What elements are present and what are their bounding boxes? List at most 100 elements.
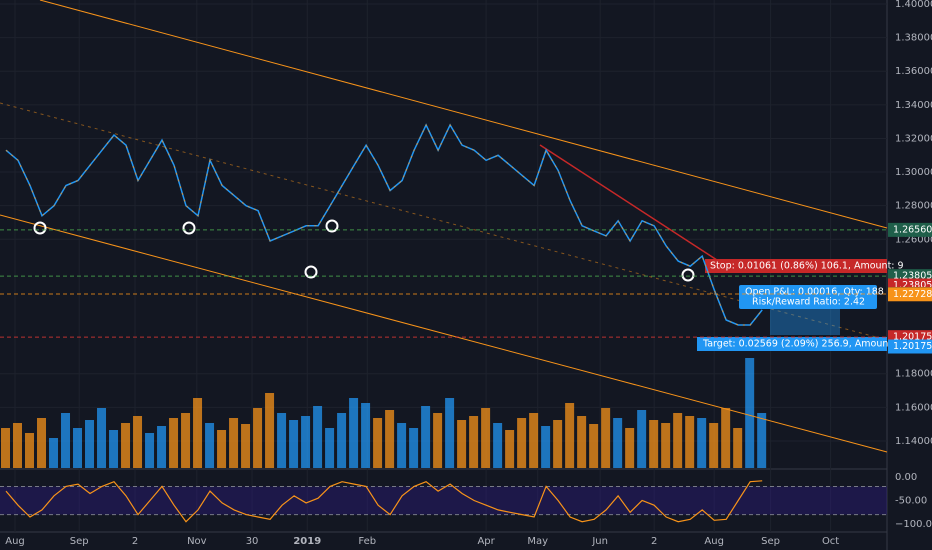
swing-markers: [33, 219, 695, 282]
volume-bar: [289, 420, 299, 468]
volume-bar: [49, 438, 59, 468]
x-tick-label: May: [527, 536, 548, 547]
pnl-label: Open P&L: 0.00016, Qty: 188: [745, 287, 884, 298]
price-label-box: [888, 222, 932, 237]
y-tick-label: 1.18000: [895, 369, 932, 380]
volume-bar: [457, 420, 467, 468]
volume-bar: [193, 398, 203, 468]
x-tick-label: Oct: [822, 536, 839, 547]
marker: [182, 221, 196, 235]
x-tick-label: Aug: [704, 536, 724, 547]
volume-bar: [721, 408, 731, 468]
volume-bar: [649, 420, 659, 468]
x-tick-label: Jun: [591, 536, 608, 547]
volume-bar: [709, 423, 719, 468]
y-tick-label: 1.36000: [895, 66, 932, 77]
volume-bar: [637, 410, 647, 468]
volume-bar: [133, 416, 143, 468]
volume-bar: [373, 418, 383, 468]
y-tick-label: 1.14000: [895, 436, 932, 447]
oscillator-tick-label: −100.00: [895, 519, 932, 530]
volume-bar: [385, 410, 395, 468]
volume-bar: [1, 428, 10, 468]
volume-bar: [241, 424, 251, 468]
volume-bar: [697, 418, 707, 468]
oscillator-tick-label: -50.00: [895, 496, 927, 507]
pnl-box: [739, 285, 877, 309]
volume-bar: [517, 418, 527, 468]
price-label: 1.26560: [893, 224, 932, 235]
y-tick-label: 1.38000: [895, 33, 932, 44]
volume-bar: [685, 416, 695, 468]
volume-bar: [253, 408, 263, 468]
y-tick-label: 1.32000: [895, 133, 932, 144]
volume-bar: [73, 428, 83, 468]
volume-bar: [337, 413, 347, 468]
volume-bar: [61, 413, 71, 468]
x-tick-label: 2019: [293, 536, 321, 547]
price-label: 1.22728: [893, 289, 932, 300]
volume-bar: [85, 420, 95, 468]
oscillator-line: [5, 480, 763, 523]
volume-bar: [613, 418, 623, 468]
price-label: 1.20175: [893, 341, 932, 352]
trend-line: [39, 0, 888, 229]
marker: [681, 268, 695, 282]
volume-bar: [349, 398, 359, 468]
price-shadow: [5, 123, 763, 326]
volume-bar: [505, 430, 515, 468]
volume-bar: [277, 413, 287, 468]
volume-bar: [745, 358, 755, 468]
volume-bar: [181, 413, 191, 468]
volume-bar: [625, 428, 635, 468]
volume-bar: [541, 426, 551, 468]
volume-bar: [553, 420, 563, 468]
oscillator-tick-label: 0.00: [895, 472, 917, 483]
x-tick-label: Sep: [70, 536, 89, 547]
volume-bar: [469, 416, 479, 468]
volume-bar: [397, 423, 407, 468]
x-tick-label: 2: [651, 536, 657, 547]
trend-line: [0, 214, 888, 453]
volume-bar: [589, 424, 599, 468]
x-tick-label: 2: [132, 536, 138, 547]
volume-bar: [409, 428, 419, 468]
x-tick-label: 30: [246, 536, 259, 547]
stop-box: [705, 259, 887, 273]
volume-bar: [529, 413, 539, 468]
volume-bar: [217, 430, 227, 468]
price-label-box: [888, 339, 932, 354]
volume-bar: [661, 423, 671, 468]
volume-bar: [13, 423, 23, 468]
trend-line: [539, 144, 721, 263]
target-box: [697, 337, 887, 351]
volume-bar: [25, 433, 35, 468]
x-tick-label: Feb: [358, 536, 376, 547]
volume-bar: [565, 403, 575, 468]
volume-bar: [757, 413, 767, 468]
volume-bar: [361, 403, 371, 468]
volume-bar: [733, 428, 743, 468]
volume-bar: [97, 408, 107, 468]
volume-bar: [673, 413, 683, 468]
volume-bar: [145, 433, 155, 468]
marker: [325, 219, 339, 233]
volume-bar: [601, 408, 611, 468]
y-tick-label: 1.26000: [895, 234, 932, 245]
marker: [304, 265, 318, 279]
volume-bar: [37, 418, 47, 468]
y-tick-label: 1.28000: [895, 201, 932, 212]
x-tick-label: Apr: [477, 536, 495, 547]
stop-label: Stop: 0.01061 (0.86%) 106.1, Amount: 9: [710, 261, 904, 272]
oscillator-band: [0, 486, 887, 515]
price-label: 1.23805: [893, 271, 932, 282]
volume-bar: [157, 426, 167, 468]
volume-bar: [481, 408, 491, 468]
x-tick-label: Aug: [5, 536, 25, 547]
price-label: 1.20175: [893, 332, 932, 343]
volume-bar: [205, 423, 215, 468]
x-tick-label: Sep: [761, 536, 780, 547]
volume-bar: [433, 413, 443, 468]
y-tick-label: 1.30000: [895, 167, 932, 178]
